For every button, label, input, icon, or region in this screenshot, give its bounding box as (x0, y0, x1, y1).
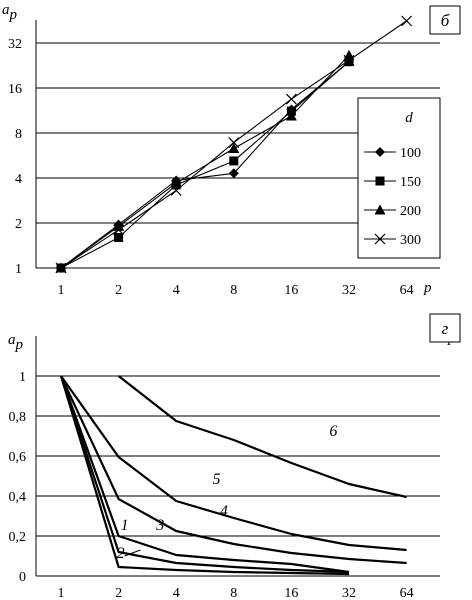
bottom-y-tick-label: 0,6 (9, 450, 27, 465)
top-x-tick-label: 2 (115, 283, 122, 298)
data-point-300 (113, 224, 125, 236)
series-line-100 (60, 61, 350, 269)
data-point-200 (285, 110, 297, 121)
curve-1 (59, 375, 350, 576)
curve-label-5: 5 (213, 471, 221, 488)
curve-3 (59, 375, 350, 574)
curve-label-2: 2 (117, 545, 125, 562)
data-point-150 (344, 57, 354, 67)
legend-marker-200 (374, 204, 386, 215)
curve-label-6: 6 (329, 423, 337, 440)
top-x-tick-label: 16 (284, 283, 298, 298)
bottom-y-tick-label: 1 (19, 370, 26, 385)
top-y-tick-label: 4 (15, 172, 22, 187)
bottom-x-tick-labels: 1 2 4 8 16 32 64 (58, 586, 414, 600)
data-point-200 (170, 177, 182, 188)
top-series-200 (55, 49, 355, 273)
bottom-x-tick-label: 32 (342, 586, 356, 600)
bottom-y-tick-label: 0,8 (9, 410, 27, 425)
curve-label-2-leader (124, 549, 141, 557)
top-x-tick-label: 32 (342, 283, 356, 298)
bottom-x-tick-label: 8 (230, 586, 237, 600)
data-point-300 (170, 185, 182, 196)
bottom-x-tick-label: 4 (173, 586, 180, 600)
bottom-x-tick-label: 64 (400, 586, 414, 600)
bottom-panel-label-box (429, 313, 461, 343)
chart-top: 1 2 4 8 16 32 1 2 4 8 16 32 64 ap p б d 100 150 200 30… (2, 2, 461, 298)
bottom-y-tick-label: 0,4 (9, 490, 27, 505)
series-line-200 (60, 54, 350, 269)
legend-item-150: 150 (364, 175, 421, 190)
bottom-curve-labels: 1 2 3 4 5 6 (117, 423, 338, 562)
data-point-300 (55, 262, 67, 274)
curve-4 (60, 375, 407, 565)
bottom-y-tick-label: 0 (19, 570, 26, 585)
bottom-x-tick-label: 16 (284, 586, 298, 600)
top-x-tick-label: 1 (58, 283, 65, 298)
legend-label: 100 (400, 146, 421, 161)
legend-label: 150 (400, 175, 421, 190)
top-series-100 (56, 56, 354, 273)
top-y-tick-label: 16 (8, 82, 22, 97)
legend-label: 300 (400, 233, 421, 248)
bottom-y-tick-labels: 0 0,2 0,4 0,6 0,8 1 (9, 370, 27, 585)
legend-item-300: 300 (364, 233, 421, 248)
top-y-tick-labels: 1 2 4 8 16 32 (8, 37, 22, 277)
top-y-tick-label: 32 (8, 37, 22, 52)
top-x-tick-labels: 1 2 4 8 16 32 64 (58, 283, 414, 298)
top-series-300 (55, 15, 413, 274)
top-x-tick-label: 64 (400, 283, 414, 298)
legend-item-200: 200 (364, 204, 421, 219)
top-y-tick-label: 8 (15, 127, 22, 142)
bottom-panel-label: г (442, 319, 449, 338)
top-y-tick-label: 2 (15, 217, 22, 232)
curve-2 (59, 375, 350, 574)
data-point-150 (114, 232, 124, 242)
top-x-tick-label: 8 (230, 283, 237, 298)
legend-items: 100 150 200 300 (364, 146, 421, 248)
bottom-series-group (59, 375, 407, 576)
data-point-300 (285, 93, 297, 105)
data-point-300 (401, 15, 413, 27)
curve-5 (60, 375, 407, 552)
top-y-tick-label: 1 (15, 262, 22, 277)
top-x-axis-label: p (423, 280, 432, 296)
curve-6 (117, 375, 407, 499)
data-point-200 (228, 143, 240, 154)
top-series-150 (56, 57, 354, 273)
top-panel-label: б (441, 11, 450, 30)
top-y-axis-label: ap (2, 2, 18, 23)
bottom-y-axis-label: ap (8, 332, 24, 353)
legend-item-100: 100 (364, 146, 421, 161)
legend-title: d (405, 110, 413, 126)
bottom-x-tick-label: 2 (115, 586, 122, 600)
top-legend: d 100 150 200 300 (357, 97, 441, 259)
legend-label: 200 (400, 204, 421, 219)
series-line-150 (60, 61, 350, 269)
legend-marker-300 (374, 233, 386, 245)
legend-box (357, 97, 441, 259)
bottom-x-tick-label: 1 (58, 586, 65, 600)
legend-marker-100 (375, 147, 385, 157)
data-point-300 (343, 54, 355, 66)
curve-label-1: 1 (121, 517, 129, 534)
top-series-group (55, 15, 413, 274)
curve-label-3: 3 (155, 517, 164, 534)
curve-label-4: 4 (220, 503, 228, 520)
top-x-tick-label: 4 (173, 283, 180, 298)
bottom-grid (36, 375, 440, 537)
data-point-300 (228, 137, 240, 149)
data-point-100 (228, 168, 239, 179)
data-point-150 (229, 156, 239, 166)
top-panel-label-box (429, 5, 461, 35)
legend-marker-150 (375, 176, 385, 186)
bottom-y-tick-label: 0,2 (9, 530, 27, 545)
